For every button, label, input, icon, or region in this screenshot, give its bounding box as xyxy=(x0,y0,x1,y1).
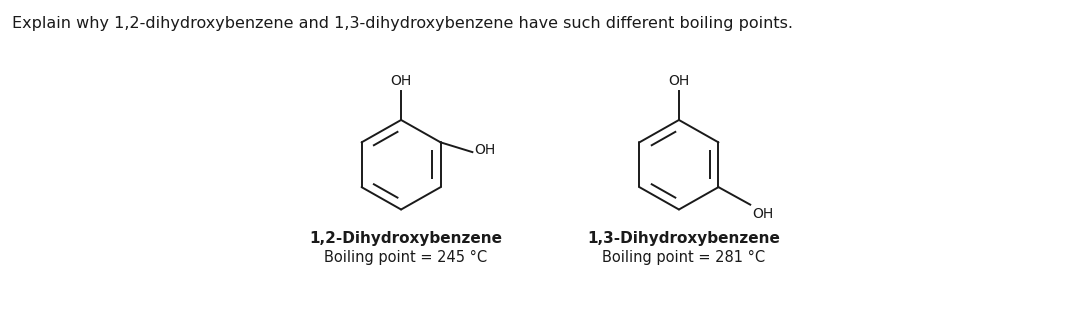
Text: 1,3-Dihydroxybenzene: 1,3-Dihydroxybenzene xyxy=(588,231,780,246)
Text: OH: OH xyxy=(669,74,689,88)
Text: Explain why 1,2-dihydroxybenzene and 1,3-dihydroxybenzene have such different bo: Explain why 1,2-dihydroxybenzene and 1,3… xyxy=(12,16,793,31)
Text: OH: OH xyxy=(390,74,412,88)
Text: Boiling point = 245 °C: Boiling point = 245 °C xyxy=(324,250,488,265)
Text: OH: OH xyxy=(752,207,774,220)
Text: 1,2-Dihydroxybenzene: 1,2-Dihydroxybenzene xyxy=(310,231,503,246)
Text: Boiling point = 281 °C: Boiling point = 281 °C xyxy=(603,250,765,265)
Text: OH: OH xyxy=(475,143,495,157)
